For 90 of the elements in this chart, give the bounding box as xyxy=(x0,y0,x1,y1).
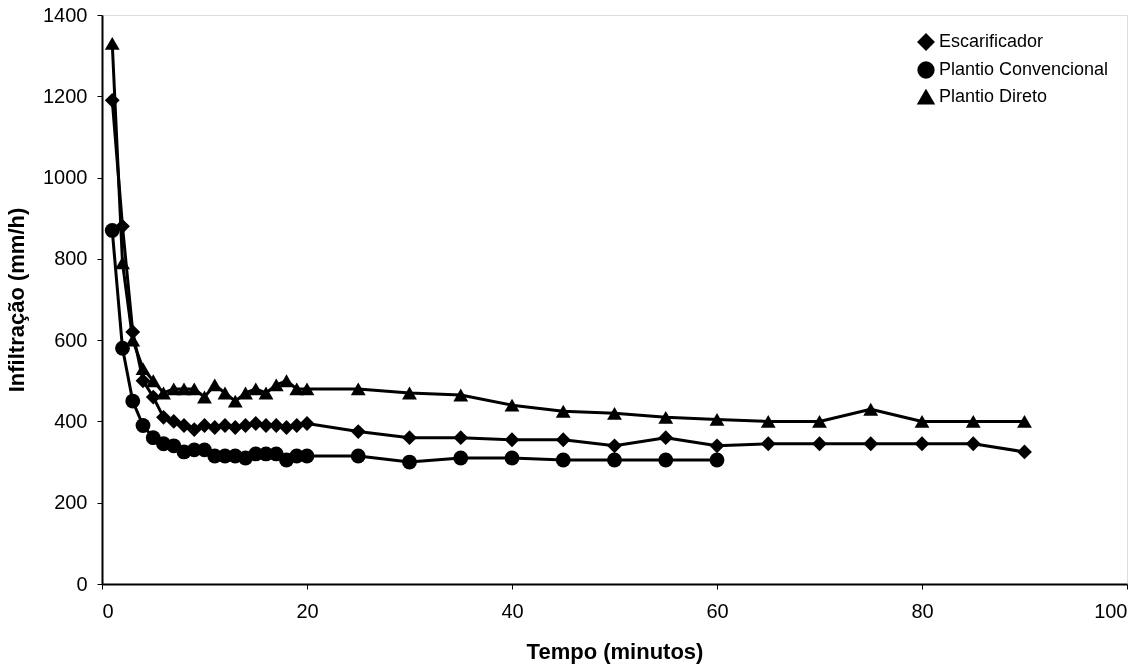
point xyxy=(350,448,366,464)
point xyxy=(227,420,243,435)
point xyxy=(658,430,674,446)
legend-label: Plantio Direto xyxy=(939,86,1048,106)
point xyxy=(402,430,417,446)
point xyxy=(607,438,622,454)
point xyxy=(504,398,520,412)
point xyxy=(812,436,827,452)
point xyxy=(760,415,776,428)
point xyxy=(504,432,520,448)
x-tick-label: 80 xyxy=(911,599,934,622)
point xyxy=(914,436,930,452)
point xyxy=(299,448,315,464)
point xyxy=(207,378,223,392)
point xyxy=(965,415,981,428)
point xyxy=(115,256,130,270)
point xyxy=(402,386,417,400)
point xyxy=(104,223,120,238)
point xyxy=(709,412,725,426)
point xyxy=(186,382,202,396)
y-tick-label: 1200 xyxy=(43,84,88,107)
x-tick-label: 40 xyxy=(501,599,524,622)
y-tick-label: 1000 xyxy=(43,166,88,189)
point xyxy=(217,386,233,400)
point xyxy=(350,424,366,440)
point xyxy=(863,436,879,452)
point xyxy=(207,420,223,435)
y-tick-label: 400 xyxy=(54,409,88,432)
point xyxy=(135,418,151,433)
point xyxy=(166,414,182,429)
point xyxy=(248,416,264,431)
point xyxy=(125,324,141,340)
point xyxy=(1017,444,1032,460)
legend-label: Escarificador xyxy=(939,31,1044,51)
point xyxy=(1017,415,1032,428)
point xyxy=(350,382,366,396)
point xyxy=(607,406,622,420)
point xyxy=(104,37,120,50)
point xyxy=(135,362,151,376)
y-tick-label: 800 xyxy=(54,247,88,270)
point xyxy=(186,422,202,437)
x-tick-label: 100 xyxy=(1094,599,1128,622)
y-tick-label: 0 xyxy=(76,572,88,595)
legend-label: Plantio Convencional xyxy=(939,59,1109,79)
point xyxy=(658,410,674,424)
point xyxy=(709,452,725,468)
x-tick-label: 60 xyxy=(706,599,729,622)
point xyxy=(965,436,981,452)
y-tick-label: 600 xyxy=(54,328,88,351)
point xyxy=(289,418,305,433)
point xyxy=(248,382,264,396)
point xyxy=(555,432,571,448)
y-axis-title: Infiltração (mm/h) xyxy=(4,207,30,393)
point xyxy=(268,378,284,392)
point xyxy=(238,386,253,400)
point xyxy=(453,388,469,402)
point xyxy=(145,374,161,388)
x-tick-label: 20 xyxy=(296,599,319,622)
point xyxy=(607,452,622,468)
point xyxy=(760,436,776,452)
point xyxy=(125,393,141,409)
y-tick-label: 1400 xyxy=(43,3,88,26)
point xyxy=(104,92,120,108)
point xyxy=(145,389,161,405)
point xyxy=(156,409,171,425)
point xyxy=(279,420,294,435)
point xyxy=(197,390,212,404)
x-tick-label: 0 xyxy=(102,599,114,622)
point xyxy=(156,386,171,400)
point xyxy=(227,394,243,408)
point xyxy=(555,404,571,418)
point xyxy=(658,452,674,468)
point xyxy=(453,450,469,466)
point xyxy=(238,418,253,433)
point xyxy=(555,452,571,468)
point xyxy=(812,415,827,428)
point xyxy=(504,450,520,466)
point xyxy=(135,373,151,389)
point xyxy=(279,374,294,388)
point xyxy=(914,415,930,428)
point xyxy=(115,340,130,356)
point xyxy=(453,430,469,446)
y-tick-label: 200 xyxy=(54,491,88,514)
point xyxy=(863,402,879,416)
point xyxy=(709,438,725,454)
point xyxy=(258,386,274,400)
x-axis-title: Tempo (minutos) xyxy=(526,638,704,664)
point xyxy=(299,382,315,396)
point xyxy=(402,454,417,470)
point xyxy=(197,418,212,433)
